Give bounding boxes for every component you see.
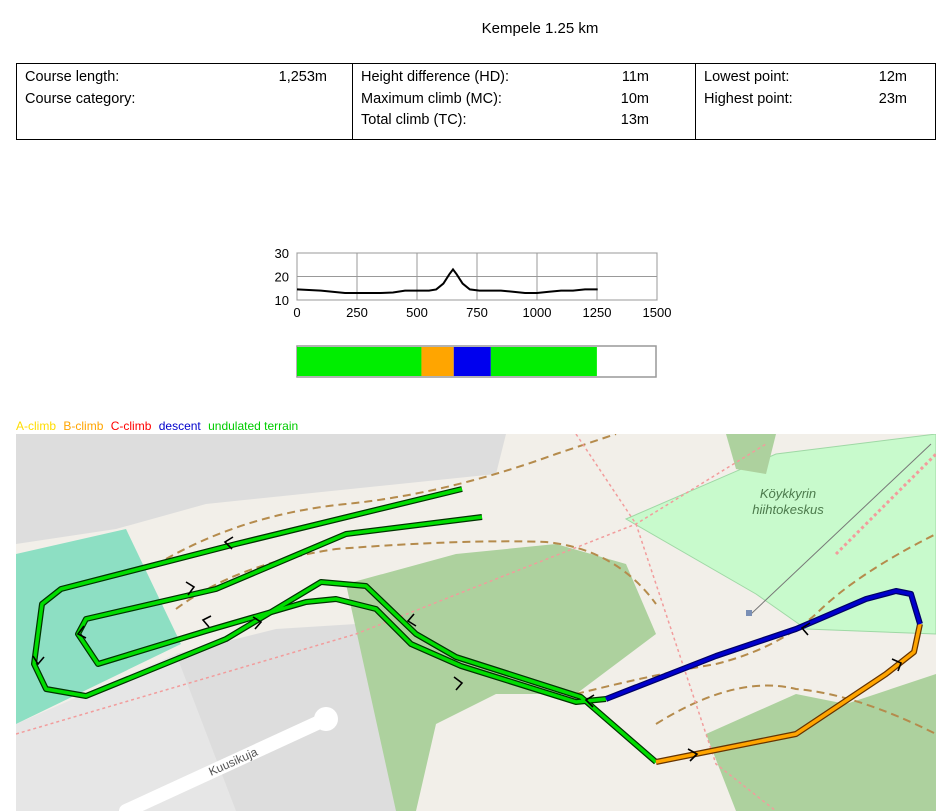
park-area [624,434,936,635]
segment-category-bar [296,345,657,378]
segment-bar-block [453,347,491,376]
dashed-footpath [575,434,777,811]
x-tick-label: 250 [346,305,368,320]
y-tick-label: 10 [275,293,289,308]
x-tick-label: 750 [466,305,488,320]
stat-value: 10m [620,90,649,107]
dashed-footpath [16,443,767,735]
ski-lift-station [746,610,752,616]
stat-label: Lowest point: [704,69,790,85]
stat-value: 12m [878,69,907,85]
ski-lift-line [750,443,932,615]
x-tick-label: 1250 [583,305,612,320]
legend-a-climb: A-climb [16,419,57,433]
park-label-line2: hiihtokeskus [752,502,824,517]
stat-course-category: Course category: [17,89,352,111]
x-tick-label: 1500 [643,305,672,320]
x-tick-label: 0 [293,305,300,320]
legend-b-climb: B-climb [63,419,104,433]
stat-label: Total climb (TC): [361,112,467,128]
stat-label: Height difference (HD): [361,69,510,85]
route-climb [655,623,922,764]
stat-height-difference: Height difference (HD): 11m [353,67,695,89]
segment-bar-block [297,347,422,376]
dashed-track [165,434,617,560]
y-tick-label: 30 [275,246,289,261]
segment-bar-block [421,347,454,376]
dashed-track [575,533,936,695]
dashed-track [175,540,657,610]
stat-highest-point: Highest point: 23m [696,89,935,111]
forest-area-2 [706,674,936,811]
segment-bar-block [490,347,597,376]
route-undulated [32,487,658,764]
stat-label: Course length: [25,69,120,85]
stat-label: Highest point: [704,90,793,107]
stats-column-3: Lowest point: 12m Highest point: 23m [695,63,936,140]
forest-area-3 [726,434,776,474]
street-turning-circle [314,707,338,731]
stat-label: Maximum climb (MC): [361,90,502,107]
route-descent [605,589,922,701]
course-stats-table: Course length: 1,253m Course category: H… [16,63,936,140]
stats-column-1: Course length: 1,253m Course category: [16,63,353,140]
course-map[interactable]: Kuusikuja Köykkyrin hiihtokeskus [16,434,936,811]
y-tick-label: 20 [275,270,289,285]
legend-c-climb: C-climb [110,419,152,433]
stat-value: 1,253m [278,69,327,85]
stat-course-length: Course length: 1,253m [17,67,352,89]
dashed-track [655,684,936,735]
elevation-profile-chart: 0 250 500 750 1000 1250 1500 10 20 30 [275,246,672,320]
elevation-line [296,267,598,294]
legend-descent: descent [158,419,201,433]
park-label-line1: Köykkyrin [760,486,816,501]
legend-undulated-terrain: undulated terrain [208,419,299,433]
stat-value: 11m [621,69,649,85]
stat-lowest-point: Lowest point: 12m [696,67,935,89]
course-title: Kempele 1.25 km [481,20,599,37]
route-undulated-2 [76,515,607,704]
stats-column-2: Height difference (HD): 11m Maximum clim… [352,63,696,140]
direction-arrow-icon [32,536,903,762]
stat-total-climb: Total climb (TC): 13m [353,110,695,132]
x-tick-label: 1000 [523,305,552,320]
street [119,712,333,811]
stat-value: 23m [878,90,907,107]
stat-label: Course category: [25,90,136,107]
x-tick-label: 500 [406,305,428,320]
route-legend: A-climb B-climb C-climb descent undulate… [16,419,302,433]
stat-maximum-climb: Maximum climb (MC): 10m [353,89,695,111]
building-block [16,654,236,811]
parking-area-top [16,434,506,544]
water-area [16,529,181,724]
stat-value: 13m [620,112,649,128]
